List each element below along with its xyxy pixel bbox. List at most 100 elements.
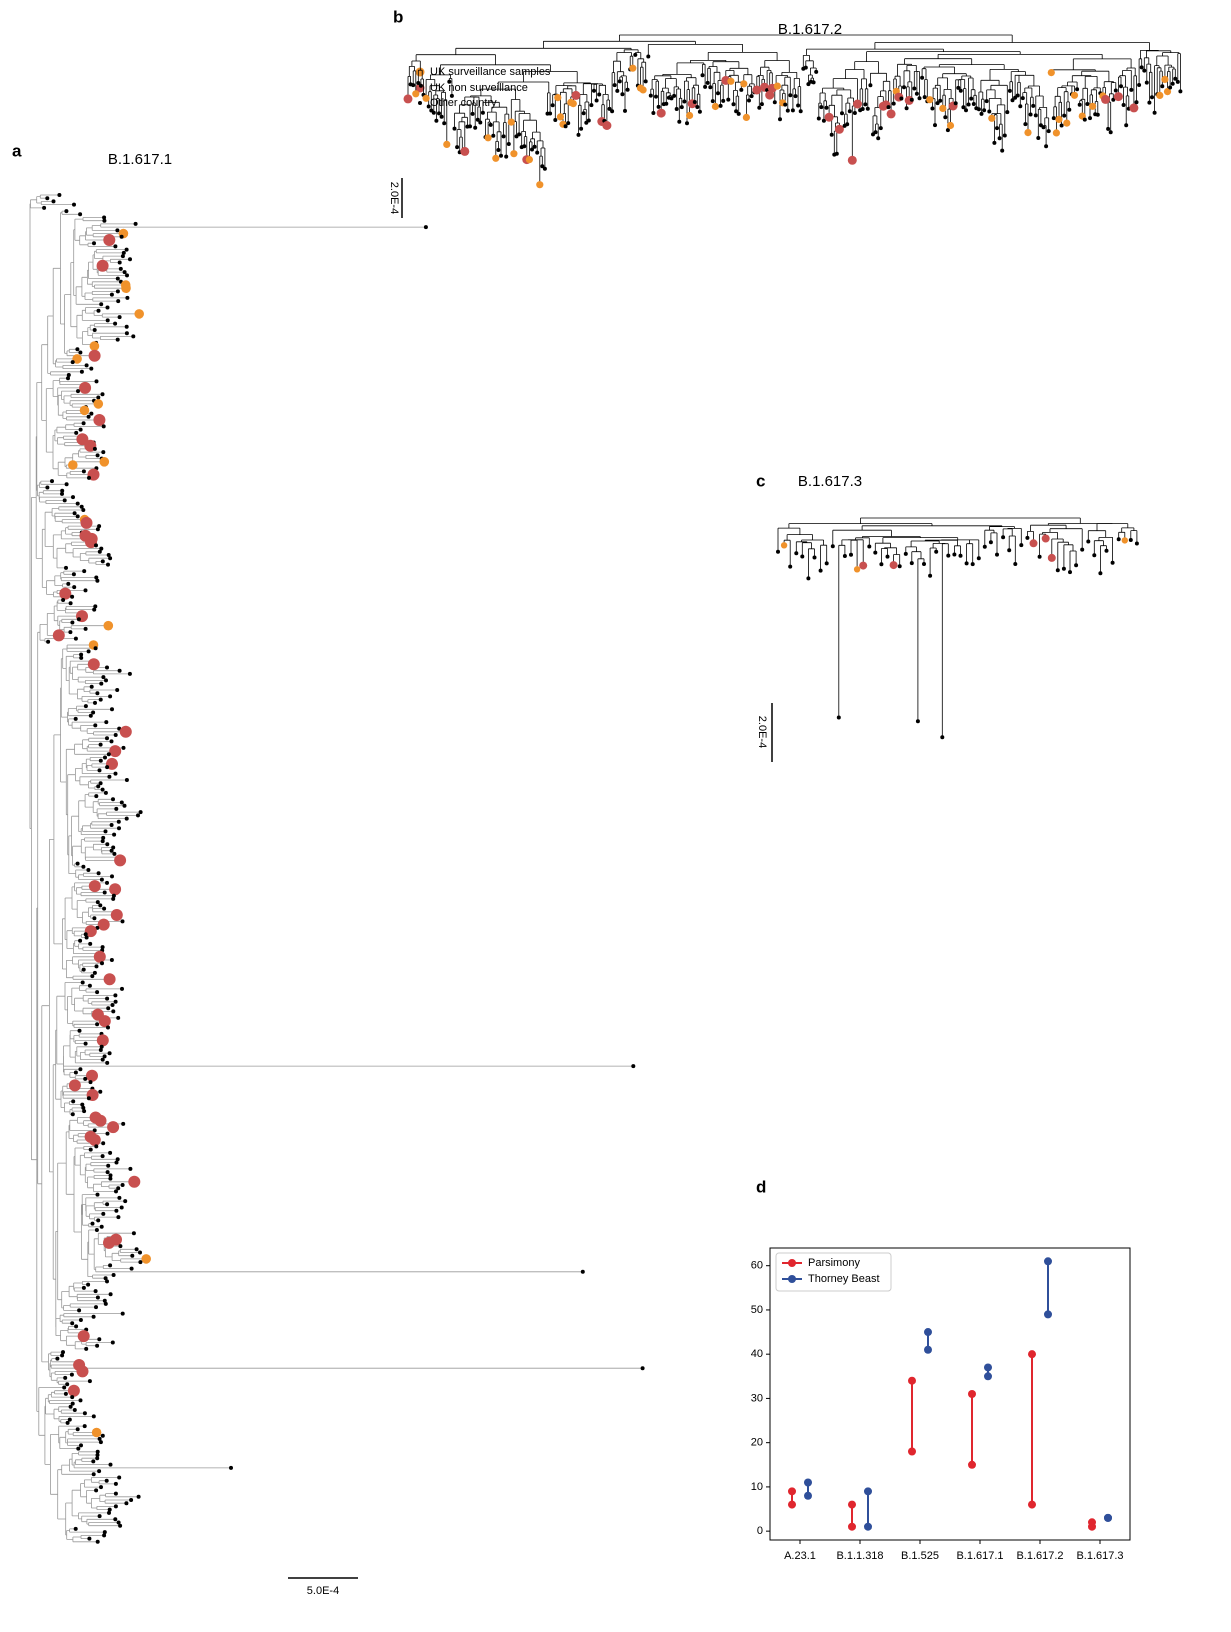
scale-label: 5.0E-4: [307, 1585, 339, 1597]
tree-tip: [96, 1218, 101, 1223]
tree-tip: [1134, 541, 1139, 546]
tree-tip: [87, 1536, 92, 1541]
tree-tip: [859, 561, 868, 570]
tree-tip: [89, 411, 94, 416]
tree-tip: [868, 83, 873, 88]
tree-tip: [104, 720, 109, 725]
tree-tip: [1025, 535, 1030, 540]
tree-tip: [105, 665, 109, 670]
tree-tip: [81, 1285, 86, 1290]
tree-tip: [988, 114, 996, 122]
tree-tip: [788, 93, 793, 98]
tree-tip: [1070, 91, 1079, 99]
tree-tip: [540, 164, 545, 169]
tree-tip: [677, 119, 682, 124]
tree-tip: [803, 65, 808, 70]
tree-tip: [94, 379, 99, 384]
tree-tip: [100, 559, 105, 564]
tree-tip: [99, 302, 104, 307]
tree-tip: [62, 498, 67, 503]
tree-tip: [431, 110, 436, 115]
tree-tip: [98, 758, 103, 763]
tree-tip: [602, 121, 612, 130]
tree-tip: [94, 1228, 99, 1232]
tree-tip: [93, 950, 106, 963]
tree-tip: [416, 81, 421, 85]
tree-tip: [107, 774, 112, 779]
tree-tip: [1013, 562, 1018, 566]
tree-tip: [703, 84, 708, 89]
tree-tip: [92, 916, 97, 921]
tree-tip: [920, 75, 925, 80]
range-low: [984, 1372, 992, 1381]
tree-tip: [46, 639, 51, 644]
tree-tip: [106, 562, 110, 567]
tree-tip: [705, 80, 710, 85]
tree-tip: [970, 562, 975, 567]
tree-tip: [111, 797, 115, 802]
tree-tip: [853, 566, 861, 573]
tree-tip: [81, 469, 86, 474]
tree-tip: [629, 64, 637, 72]
tree-tip: [548, 111, 553, 116]
tree-tip: [1068, 570, 1072, 575]
plot-frame: [769, 1247, 1131, 1541]
tree-tip: [1101, 94, 1110, 104]
tree-tip: [99, 1224, 104, 1229]
tree-tip: [982, 108, 987, 113]
tree-tip: [995, 552, 999, 557]
tree-tip: [455, 145, 460, 150]
tree-tip: [563, 124, 568, 129]
tree-tip: [93, 414, 106, 426]
tree-tip: [778, 117, 782, 122]
tree-tip: [131, 334, 136, 339]
tree-tip: [700, 73, 705, 78]
range-low: [1044, 1310, 1052, 1319]
tree-tip: [55, 1356, 60, 1361]
tree-tip: [1051, 116, 1056, 121]
legend-swatch: [788, 1259, 796, 1267]
tree-tip: [1113, 92, 1123, 102]
tree-tip: [1139, 65, 1144, 70]
tree-tip: [88, 1134, 101, 1146]
tree-tip: [82, 1424, 87, 1429]
tree-tip: [125, 295, 130, 300]
tree-tip: [1129, 103, 1139, 113]
tree-tip: [67, 1384, 80, 1397]
tree-tip: [97, 549, 102, 554]
tree-tip: [812, 555, 817, 560]
tree-tip: [824, 112, 834, 122]
tree-tip: [103, 755, 107, 760]
tree-tip: [102, 215, 107, 220]
tree-tip: [95, 1449, 100, 1454]
tree-tip: [83, 626, 88, 631]
tree-tip: [878, 126, 883, 131]
tree-tip: [97, 1469, 102, 1474]
tree-tip: [940, 735, 945, 740]
tree-tip: [1129, 87, 1134, 92]
tree-tip: [1080, 547, 1085, 552]
tree-tip: [83, 1041, 88, 1046]
tree-tip: [76, 1365, 89, 1378]
tree-tip: [522, 144, 527, 149]
tree-tip: [536, 181, 544, 189]
tree-tip: [107, 1051, 112, 1056]
tree-tip: [992, 140, 997, 145]
tree-tip: [418, 83, 423, 88]
tree-tip: [98, 1015, 111, 1028]
tree-tip: [586, 118, 591, 123]
tree-tip: [470, 111, 475, 116]
tree-tip: [92, 1128, 97, 1133]
tree-tip: [97, 524, 102, 529]
tree-tip: [1007, 548, 1012, 553]
tree-tip: [108, 694, 113, 699]
tree-tip: [816, 116, 821, 121]
tree-tip: [45, 485, 50, 490]
tree-tip: [102, 890, 107, 895]
tree-tip: [94, 1488, 99, 1493]
y-tick-label: 50: [751, 1304, 763, 1316]
y-tick-label: 60: [751, 1260, 763, 1272]
tree-tip: [800, 554, 805, 559]
tree-tip: [654, 94, 658, 99]
tree-tip: [979, 111, 984, 116]
